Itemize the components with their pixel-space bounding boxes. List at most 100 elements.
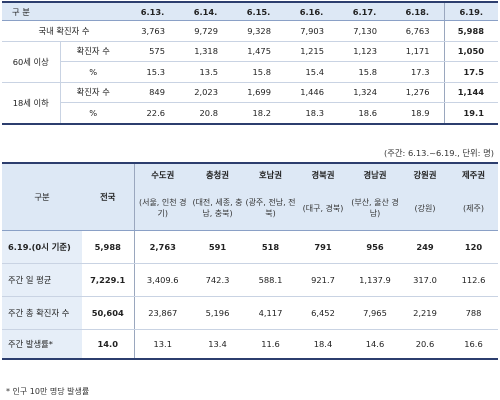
table-cell: 20.8 bbox=[179, 102, 232, 125]
region-detail: (대전, 세종, 충남, 충북) bbox=[191, 186, 244, 231]
table-cell: 15.8 bbox=[232, 61, 285, 83]
region-detail: (서울, 인천 경기) bbox=[134, 186, 191, 231]
national-cell: 7,229.1 bbox=[82, 263, 135, 297]
table-cell: 249 bbox=[401, 230, 449, 264]
table-cell: 120 bbox=[449, 230, 498, 264]
table2-row-daily-avg: 주간 일 평균 7,229.1 3,409.6 742.3 588.1 921.… bbox=[2, 263, 498, 297]
table-cell: 1,144 bbox=[443, 81, 498, 103]
table-cell: 6,763 bbox=[391, 20, 444, 42]
table-cell: 921.7 bbox=[297, 263, 349, 297]
table-cell: 2,023 bbox=[179, 81, 232, 103]
table-cell: 13.5 bbox=[179, 61, 232, 83]
table2-region-detail-row: (서울, 인천 경기) (대전, 세종, 충남, 충북) (광주, 전남, 전북… bbox=[2, 186, 498, 231]
table2-row-incidence: 주간 발생률* 14.0 13.1 13.4 11.6 18.4 14.6 20… bbox=[2, 329, 498, 360]
table-cell: 13.1 bbox=[134, 329, 191, 360]
table-cell: 14.6 bbox=[349, 329, 401, 360]
region-name: 경북권 bbox=[297, 162, 349, 186]
region-detail: (부산, 울산 경남) bbox=[349, 186, 401, 231]
table-cell: 23,867 bbox=[134, 296, 191, 330]
table2-row-weekly-total: 주간 총 확진자 수 50,604 23,867 5,196 4,117 6,4… bbox=[2, 296, 498, 330]
over60-pct-row: % 15.3 13.5 15.8 15.4 15.8 17.3 17.5 bbox=[2, 61, 498, 83]
table-cell: 1,318 bbox=[179, 40, 232, 62]
table-cell: 22.6 bbox=[126, 102, 179, 125]
over60-cases-row: 60세 이상 확진자 수 575 1,318 1,475 1,215 1,123… bbox=[2, 40, 498, 83]
region-detail: (제주) bbox=[449, 186, 498, 231]
table2-row-today: 6.19.(0시 기준) 5,988 2,763 591 518 791 956… bbox=[2, 230, 498, 264]
region-name: 강원권 bbox=[401, 162, 449, 186]
region-detail: (대구, 경북) bbox=[297, 186, 349, 231]
table-cell: 575 bbox=[126, 40, 179, 62]
table-cell: 7,965 bbox=[349, 296, 401, 330]
region-name: 제주권 bbox=[449, 162, 498, 186]
table-cell: 849 bbox=[126, 81, 179, 103]
row-label: 주간 일 평균 bbox=[2, 263, 82, 297]
table-cell: 3,409.6 bbox=[134, 263, 191, 297]
date-col-header: 6.16. bbox=[285, 1, 338, 21]
table-cell: 1,276 bbox=[391, 81, 444, 103]
table1-header-label: 구 분 bbox=[2, 1, 126, 21]
table-cell: 1,324 bbox=[338, 81, 391, 103]
region-name: 충청권 bbox=[191, 162, 244, 186]
period-unit-note: (주간: 6.13.~6.19., 단위: 명) bbox=[384, 148, 494, 158]
date-col-header: 6.17. bbox=[338, 1, 391, 21]
under18-pct-row: % 22.6 20.8 18.2 18.3 18.6 18.9 19.1 bbox=[2, 102, 498, 125]
table-cell: 5,988 bbox=[443, 20, 498, 42]
table-cell: 2,763 bbox=[134, 230, 191, 264]
table-cell: 15.4 bbox=[285, 61, 338, 83]
table-cell: 1,475 bbox=[232, 40, 285, 62]
region-name: 경남권 bbox=[349, 162, 401, 186]
region-name: 호남권 bbox=[244, 162, 297, 186]
table-cell: 588.1 bbox=[244, 263, 297, 297]
table-cell: 15.3 bbox=[126, 61, 179, 83]
table-cell: 1,050 bbox=[443, 40, 498, 62]
table2-header-row: 구분 전국 수도권 충청권 호남권 경북권 경남권 강원권 제주권 bbox=[2, 162, 498, 231]
table-cell: 7,130 bbox=[338, 20, 391, 42]
table-cell: 788 bbox=[449, 296, 498, 330]
table-cell: 9,328 bbox=[232, 20, 285, 42]
table-cell: 1,137.9 bbox=[349, 263, 401, 297]
date-col-header: 6.13. bbox=[126, 1, 179, 21]
table-cell: 15.8 bbox=[338, 61, 391, 83]
daily-cases-table: 구 분 6.13. 6.14. 6.15. 6.16. 6.17. 6.18. … bbox=[2, 1, 498, 125]
table-cell: 6,452 bbox=[297, 296, 349, 330]
table-cell: 17.3 bbox=[391, 61, 444, 83]
table-cell: 1,446 bbox=[285, 81, 338, 103]
table-cell: 1,123 bbox=[338, 40, 391, 62]
table-cell: 1,215 bbox=[285, 40, 338, 62]
table-cell: 18.3 bbox=[285, 102, 338, 125]
footnote: * 인구 10만 명당 발생률 bbox=[6, 387, 90, 396]
table1-header-row: 구 분 6.13. 6.14. 6.15. 6.16. 6.17. 6.18. … bbox=[2, 1, 498, 21]
table-cell: 2,219 bbox=[401, 296, 449, 330]
national-cell: 5,988 bbox=[82, 230, 135, 264]
table-cell: 19.1 bbox=[443, 102, 498, 125]
table-cell: 18.6 bbox=[338, 102, 391, 125]
table-cell: 17.5 bbox=[443, 61, 498, 83]
date-col-header: 6.18. bbox=[391, 1, 444, 21]
date-col-header: 6.15. bbox=[232, 1, 285, 21]
table-cell: 18.9 bbox=[391, 102, 444, 125]
table-cell: 5,196 bbox=[191, 296, 244, 330]
row-label: 주간 발생률* bbox=[2, 329, 82, 360]
table-cell: 18.4 bbox=[297, 329, 349, 360]
table-cell: 11.6 bbox=[244, 329, 297, 360]
table-cell: 518 bbox=[244, 230, 297, 264]
under18-cases-row: 18세 이하 확진자 수 849 2,023 1,699 1,446 1,324… bbox=[2, 81, 498, 125]
row-label: 주간 총 확진자 수 bbox=[2, 296, 82, 330]
table-cell: 3,763 bbox=[126, 20, 179, 42]
table-cell: 591 bbox=[191, 230, 244, 264]
table-cell: 317.0 bbox=[401, 263, 449, 297]
table-cell: 9,729 bbox=[179, 20, 232, 42]
table2-header-label: 구분 bbox=[2, 162, 82, 231]
domestic-cases-row: 국내 확진자 수 3,763 9,729 9,328 7,903 7,130 6… bbox=[2, 20, 498, 42]
region-name: 수도권 bbox=[134, 162, 191, 186]
national-col-header: 전국 bbox=[82, 162, 135, 231]
row-label: 6.19.(0시 기준) bbox=[2, 230, 82, 264]
group-label-over60: 60세 이상 bbox=[2, 40, 61, 83]
table-cell: 742.3 bbox=[191, 263, 244, 297]
table-cell: 7,903 bbox=[285, 20, 338, 42]
row-label: 확진자 수 bbox=[60, 81, 126, 103]
table-cell: 1,171 bbox=[391, 40, 444, 62]
table-cell: 791 bbox=[297, 230, 349, 264]
region-detail: (광주, 전남, 전북) bbox=[244, 186, 297, 231]
row-label: % bbox=[60, 61, 126, 83]
